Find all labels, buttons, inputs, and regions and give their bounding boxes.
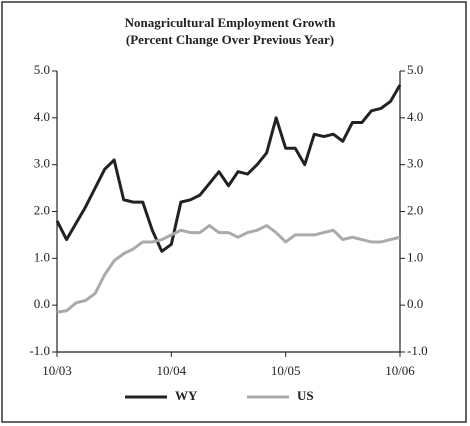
- y-tick-label: 0.0: [34, 296, 50, 311]
- chart-title: Nonagricultural Employment Growth: [125, 15, 336, 30]
- x-tick-label: 10/03: [42, 363, 72, 378]
- y-tick-label: 3.0: [34, 156, 50, 171]
- y-tick-label: 1.0: [34, 249, 50, 264]
- y2-tick-label: 4.0: [407, 109, 423, 124]
- y-tick-label: -1.0: [29, 343, 50, 358]
- line-wy: [55, 84, 402, 253]
- y-tick-label: 4.0: [34, 109, 50, 124]
- x-tick-label: 10/05: [271, 363, 301, 378]
- y-tick-label: 5.0: [34, 62, 50, 77]
- line-us: [56, 224, 401, 314]
- y2-tick-label: 5.0: [407, 62, 423, 77]
- y2-tick-label: 0.0: [407, 296, 423, 311]
- chart-subtitle: (Percent Change Over Previous Year): [126, 32, 334, 47]
- x-tick-label: 10/04: [157, 363, 187, 378]
- y2-tick-label: 1.0: [407, 249, 423, 264]
- x-tick-label: 10/06: [385, 363, 415, 378]
- y2-tick-label: 2.0: [407, 202, 423, 217]
- y2-tick-label: -1.0: [407, 343, 428, 358]
- legend-label: WY: [175, 388, 198, 403]
- y2-tick-label: 3.0: [407, 156, 423, 171]
- legend-label: US: [297, 388, 314, 403]
- y-tick-label: 2.0: [34, 202, 50, 217]
